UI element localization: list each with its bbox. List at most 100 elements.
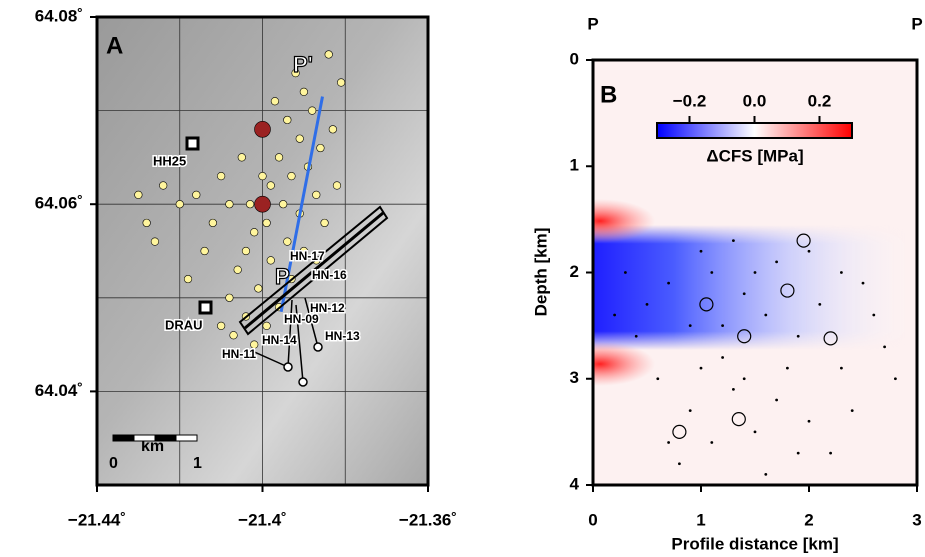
earthquake: [775, 399, 778, 402]
earthquake: [646, 303, 649, 306]
x-tick-label: −21.4˚: [238, 510, 287, 529]
earthquake: [135, 191, 143, 199]
earthquake: [238, 154, 246, 162]
sensor-label: HN-17: [290, 249, 325, 263]
earthquake: [271, 97, 279, 105]
earthquake: [710, 271, 713, 274]
earthquake: [217, 322, 225, 330]
scale-bar: [113, 435, 197, 441]
earthquake: [143, 219, 151, 227]
panel-label: A: [106, 32, 123, 59]
sensor-label: HN-13: [325, 329, 360, 343]
x-tick-label: 0: [588, 510, 597, 529]
earthquake: [754, 430, 757, 433]
earthquake: [263, 322, 271, 330]
y-tick-label: 64.06˚: [35, 194, 83, 213]
colorbar-tick-label: −0.2: [673, 91, 707, 110]
earthquake: [851, 409, 854, 412]
earthquake: [259, 172, 267, 180]
earthquake: [764, 473, 767, 476]
earthquake: [193, 191, 201, 199]
earthquake: [234, 266, 242, 274]
earthquake: [667, 441, 670, 444]
earthquake: [263, 219, 271, 227]
x-tick-label: −21.36˚: [399, 510, 457, 529]
earthquake: [786, 367, 789, 370]
sensor-label: HN-16: [312, 268, 347, 282]
y-tick-label: 1: [570, 156, 579, 175]
station-label: DRAU: [165, 317, 203, 332]
earthquake: [317, 144, 325, 152]
earthquake: [775, 260, 778, 263]
earthquake: [296, 135, 304, 143]
earthquake: [288, 172, 296, 180]
earthquake: [209, 219, 217, 227]
earthquake: [226, 200, 234, 208]
earthquake: [176, 200, 184, 208]
earthquake: [325, 51, 333, 59]
earthquake: [840, 367, 843, 370]
earthquake: [250, 228, 258, 236]
earthquake: [829, 452, 832, 455]
earthquake: [184, 275, 192, 283]
earthquake: [284, 116, 292, 124]
top-label: P: [587, 14, 598, 33]
large-event: [255, 121, 271, 137]
earthquake: [797, 452, 800, 455]
earthquake: [267, 182, 275, 190]
earthquake: [808, 250, 811, 253]
sensor-label: HN-11: [222, 347, 256, 361]
sensor-label: HN-09: [284, 312, 319, 326]
earthquake: [275, 154, 283, 162]
scale-tick: 0: [109, 455, 118, 472]
earthquake: [743, 292, 746, 295]
earthquake: [308, 107, 316, 115]
earthquake: [151, 238, 159, 246]
panel-label: B: [600, 81, 617, 108]
x-tick-label: 1: [696, 510, 705, 529]
earthquake: [732, 388, 735, 391]
earthquake: [754, 271, 757, 274]
earthquake: [721, 324, 724, 327]
earthquake: [201, 247, 209, 255]
x-axis-label: Profile distance [km]: [671, 534, 838, 553]
earthquake: [700, 250, 703, 253]
station-marker: [200, 302, 211, 313]
earthquake: [242, 247, 250, 255]
x-tick-label: 3: [912, 510, 921, 529]
earthquake: [862, 282, 865, 285]
earthquake: [678, 462, 681, 465]
sensor-label: HN-14: [262, 333, 297, 347]
earthquake: [732, 239, 735, 242]
colorbar: [657, 123, 852, 138]
y-tick-label: 2: [570, 262, 579, 281]
earthquake: [797, 335, 800, 338]
earthquake: [667, 282, 670, 285]
earthquake: [312, 191, 320, 199]
scale-tick: 1: [193, 455, 202, 472]
colorbar-tick-label: 0.0: [743, 91, 767, 110]
y-tick-label: 0: [570, 49, 579, 68]
y-tick-label: 3: [570, 368, 579, 387]
station-label: HH25: [153, 153, 186, 168]
earthquake: [872, 314, 875, 317]
earthquake: [656, 377, 659, 380]
earthquake: [624, 271, 627, 274]
earthquake: [217, 172, 225, 180]
earthquake: [255, 285, 263, 293]
station-marker: [187, 138, 198, 149]
earthquake: [337, 79, 345, 87]
earthquake: [700, 367, 703, 370]
earthquake: [321, 219, 329, 227]
y-tick-label: 64.04˚: [35, 381, 83, 400]
profile-end-label: P': [293, 52, 313, 77]
earthquake: [613, 314, 616, 317]
top-label: P: [911, 14, 922, 33]
earthquake: [743, 377, 746, 380]
colorbar-label: ΔCFS [MPa]: [706, 146, 803, 165]
earthquake: [300, 88, 308, 96]
earthquake: [284, 238, 292, 246]
earthquake: [279, 200, 287, 208]
earthquake: [689, 409, 692, 412]
earthquake: [333, 182, 341, 190]
